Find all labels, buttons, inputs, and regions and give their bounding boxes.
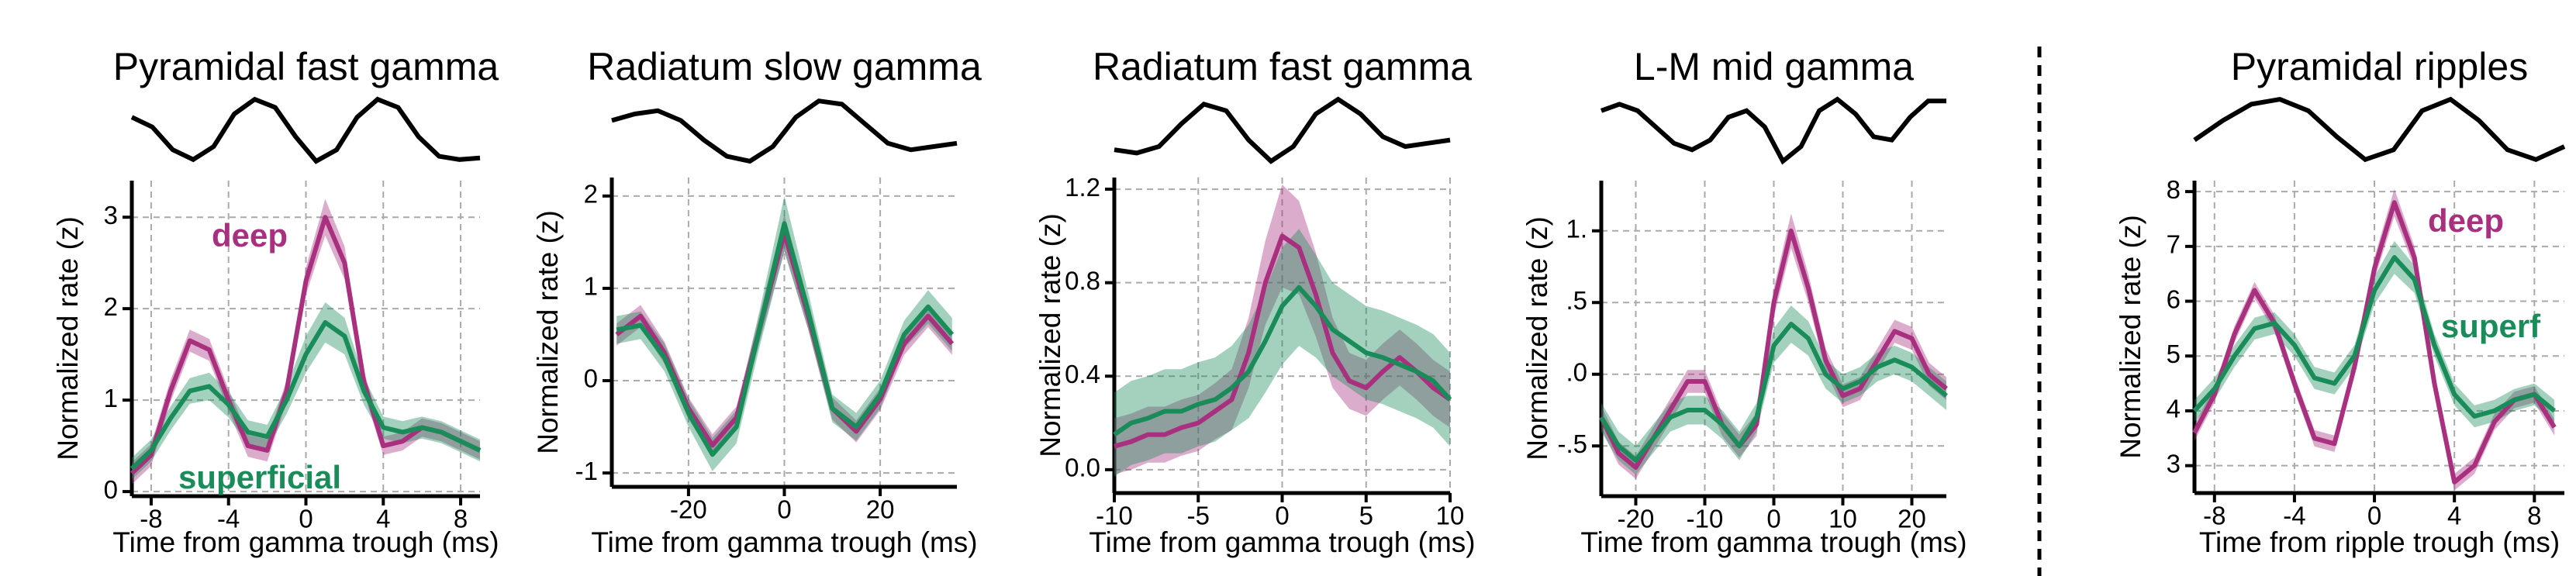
y-axis-label: Normalized rate (z)	[52, 216, 84, 460]
y-tick-label: 0.0	[1065, 454, 1100, 482]
x-tick-label: 5	[1359, 502, 1373, 530]
y-tick-label: 1	[104, 384, 118, 412]
x-tick-label: 10	[1828, 505, 1857, 533]
series-label: deep	[212, 217, 288, 254]
series-line	[616, 221, 955, 457]
x-tick-label: 4	[2447, 502, 2461, 530]
y-axis-label: Normalized rate (z)	[532, 210, 564, 454]
series-line	[2192, 200, 2557, 485]
error-band	[616, 195, 952, 471]
series-line	[1599, 322, 1948, 463]
y-tick-label: 3	[2167, 449, 2181, 478]
y-tick-label: 5	[2167, 340, 2181, 368]
x-tick-label: -20	[670, 495, 707, 524]
panel-title: Pyramidal fast gamma	[113, 45, 499, 88]
y-axis-label: Normalized rate (z)	[2115, 215, 2146, 459]
error-band	[1114, 229, 1450, 477]
series-label: superficial	[178, 459, 341, 495]
x-tick-label: 4	[376, 505, 390, 533]
y-tick-label: 1.	[1566, 214, 1587, 243]
series-line	[1113, 285, 1452, 437]
y-tick-label: 2	[104, 292, 118, 321]
x-tick-label: 0	[1275, 502, 1289, 530]
x-tick-label: 8	[2527, 502, 2541, 530]
y-axis-label: Normalized rate (z)	[1521, 216, 1553, 460]
y-tick-label: 0	[104, 475, 118, 504]
panel-title: Radiatum slow gamma	[587, 45, 982, 88]
x-tick-label: 0	[2367, 502, 2381, 530]
y-tick-label: 2	[584, 180, 598, 209]
series-line	[2192, 255, 2557, 419]
x-tick-label: 0	[299, 505, 313, 533]
y-tick-label: -1	[575, 457, 598, 485]
panel-title: Pyramidal ripples	[2231, 45, 2528, 88]
panel-title: Radiatum fast gamma	[1093, 45, 1472, 88]
x-tick-label: -5	[1187, 502, 1210, 530]
x-axis-label: Time from gamma trough (ms)	[1580, 526, 1967, 558]
panel-title: L-M mid gamma	[1634, 45, 1914, 88]
y-tick-label: 6	[2167, 285, 2181, 313]
y-tick-label: 0.4	[1065, 360, 1100, 388]
x-tick-label: 20	[1897, 505, 1926, 533]
x-tick-label: 10	[1436, 502, 1465, 530]
waveform	[130, 96, 481, 164]
x-tick-label: -10	[1687, 505, 1724, 533]
waveform	[2193, 96, 2566, 163]
x-tick-label: 0	[777, 495, 791, 524]
x-axis-label: Time from gamma trough (ms)	[591, 526, 977, 558]
y-tick-label: .0	[1566, 357, 1587, 386]
y-axis-label: Normalized rate (z)	[1034, 213, 1066, 457]
x-tick-label: 0	[1766, 505, 1780, 533]
y-tick-label: 1.2	[1065, 173, 1100, 202]
x-tick-label: -10	[1096, 502, 1133, 530]
waveform	[1600, 96, 1946, 165]
x-tick-label: -20	[1618, 505, 1655, 533]
x-tick-label: -4	[2283, 502, 2305, 530]
series-label: deep	[2428, 202, 2504, 239]
y-tick-label: -.5	[1557, 429, 1587, 458]
x-tick-label: -8	[2203, 502, 2226, 530]
y-tick-label: .5	[1566, 286, 1587, 315]
x-axis-label: Time from gamma trough (ms)	[112, 526, 499, 558]
x-tick-label: -4	[217, 505, 240, 533]
x-tick-label: 20	[866, 495, 895, 524]
x-axis-label: Time from ripple trough (ms)	[2199, 526, 2560, 558]
series-line	[129, 319, 482, 471]
y-tick-label: 8	[2167, 175, 2181, 204]
waveform	[1114, 96, 1451, 164]
x-tick-label: -8	[140, 505, 162, 533]
waveform	[611, 98, 958, 164]
series-label: superf	[2441, 308, 2541, 344]
y-tick-label: 7	[2167, 230, 2181, 259]
x-tick-label: 8	[454, 505, 468, 533]
y-tick-label: 3	[104, 201, 118, 229]
error-band	[132, 302, 480, 480]
y-tick-label: 4	[2167, 395, 2181, 423]
y-tick-label: 0	[584, 364, 598, 393]
y-tick-label: 0.8	[1065, 266, 1100, 295]
x-axis-label: Time from gamma trough (ms)	[1089, 526, 1475, 558]
error-band	[132, 198, 480, 485]
y-tick-label: 1	[584, 272, 598, 301]
